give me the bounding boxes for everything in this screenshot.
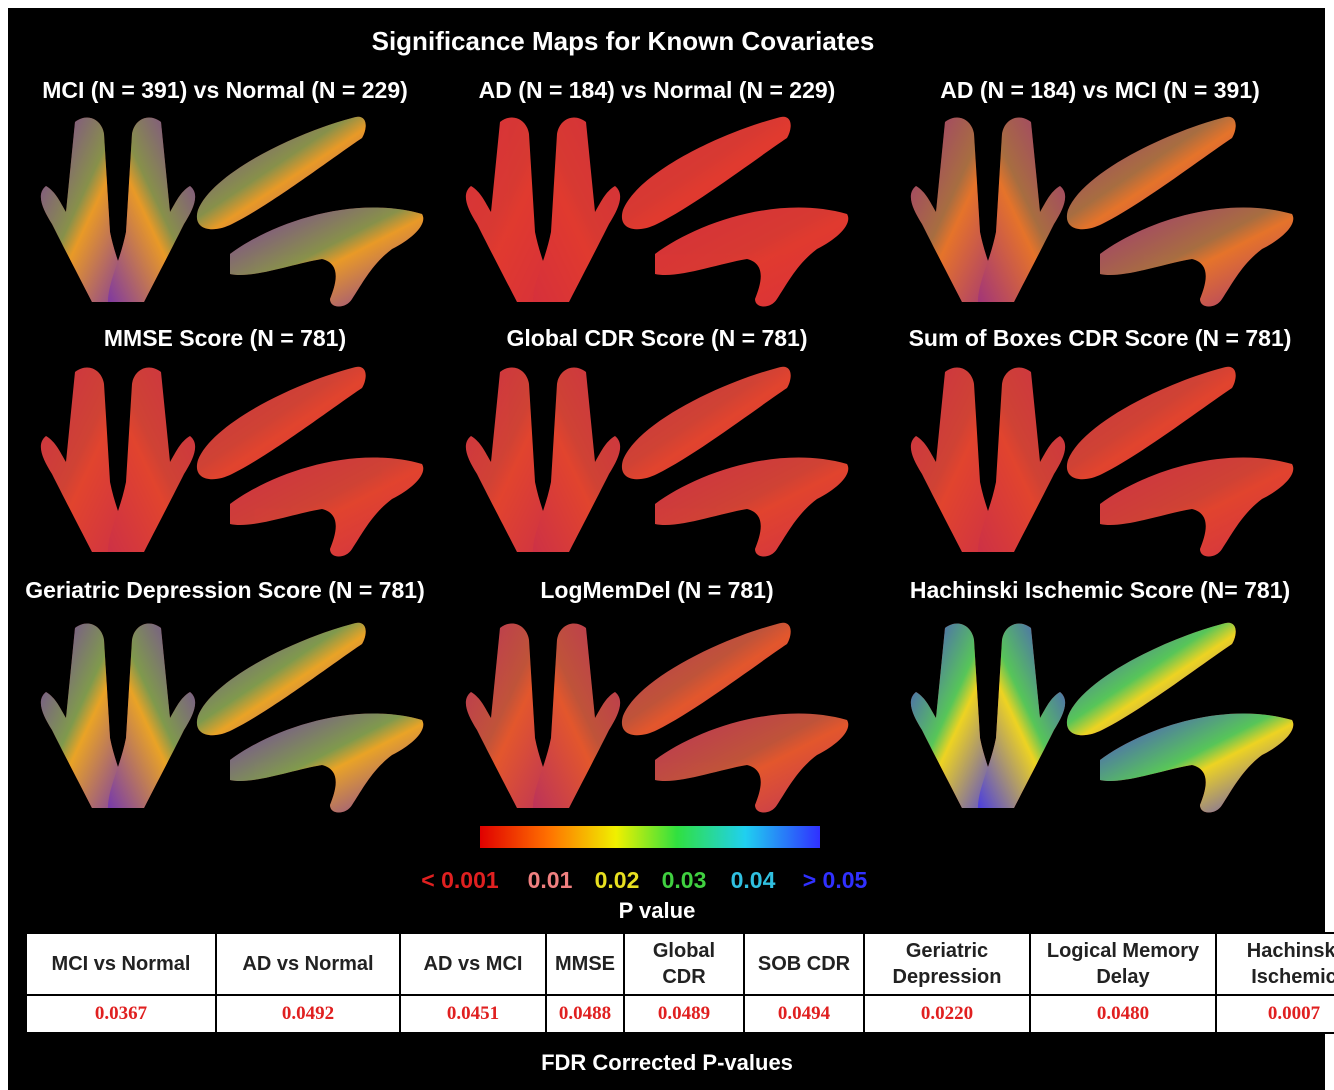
value-cell: 0.0488 [546, 995, 624, 1033]
value-cell: 0.0220 [864, 995, 1030, 1033]
panel-label: Geriatric Depression Score (N = 781) [25, 577, 424, 603]
hippocampus [197, 117, 423, 307]
header-cell: Logical Memory Delay [1030, 933, 1216, 995]
colorbar-label: 0.04 [731, 867, 776, 893]
brain-image [911, 367, 1293, 557]
header-cell: AD vs Normal [216, 933, 400, 995]
ventricle-right [108, 624, 195, 808]
brain-image [466, 367, 848, 557]
panel-label: LogMemDel (N = 781) [540, 577, 773, 603]
brain-image [41, 117, 423, 307]
colorbar [480, 826, 820, 848]
value-cell: 0.0007 [1216, 995, 1334, 1033]
value-cell: 0.0489 [624, 995, 744, 1033]
significance-overlay [466, 623, 848, 813]
value-cell: 0.0451 [400, 995, 546, 1033]
ventricle-right [108, 118, 195, 302]
ventricle-right [533, 118, 620, 302]
panel-label: AD (N = 184) vs MCI (N = 391) [940, 77, 1260, 103]
ventricle-right [108, 368, 195, 552]
hippocampus [1067, 623, 1293, 813]
brain-image [466, 117, 848, 307]
significance-overlay [41, 367, 423, 557]
figure-title: Significance Maps for Known Covariates [372, 26, 875, 56]
header-cell: Geriatric Depression [864, 933, 1030, 995]
footer: FDR Corrected P-values [0, 1050, 1334, 1076]
panel-label: Hachinski Ischemic Score (N= 781) [910, 577, 1290, 603]
header-cell: Global CDR [624, 933, 744, 995]
panel-label: Sum of Boxes CDR Score (N = 781) [909, 325, 1292, 351]
colorbar-label: 0.02 [595, 867, 640, 893]
colorbar-label: 0.01 [528, 867, 573, 893]
colorbar-label: 0.03 [662, 867, 707, 893]
significance-overlay [41, 623, 423, 813]
significance-overlay [911, 623, 1293, 813]
value-cell: 0.0367 [26, 995, 216, 1033]
colorbar-label: < 0.001 [421, 867, 499, 893]
value-cell: 0.0494 [744, 995, 864, 1033]
ventricle-right [533, 624, 620, 808]
hippocampus [622, 117, 848, 307]
header-cell: SOB CDR [744, 933, 864, 995]
significance-overlay [466, 117, 848, 307]
hippocampus [622, 623, 848, 813]
panel-label: AD (N = 184) vs Normal (N = 229) [479, 77, 836, 103]
header-cell: AD vs MCI [400, 933, 546, 995]
header-cell: MCI vs Normal [26, 933, 216, 995]
brain-image [466, 623, 848, 813]
hippocampus [1067, 117, 1293, 307]
brain-image [41, 367, 423, 557]
value-cell: 0.0480 [1030, 995, 1216, 1033]
colorbar-label: > 0.05 [803, 867, 868, 893]
value-cell: 0.0492 [216, 995, 400, 1033]
panel-label: MCI (N = 391) vs Normal (N = 229) [42, 77, 408, 103]
significance-overlay [466, 367, 848, 557]
ventricle-right [978, 624, 1065, 808]
significance-overlay [911, 367, 1293, 557]
hippocampus [197, 367, 423, 557]
ventricle-right [533, 368, 620, 552]
significance-overlay [911, 117, 1293, 307]
brain-image [41, 623, 423, 813]
panel-label: MMSE Score (N = 781) [104, 325, 346, 351]
hippocampus [622, 367, 848, 557]
panel-label: Global CDR Score (N = 781) [507, 325, 808, 351]
ventricle-right [978, 368, 1065, 552]
page: Significance Maps for Known Covariates P… [0, 0, 1334, 1090]
hippocampus [1067, 367, 1293, 557]
brain-image [911, 623, 1293, 813]
header-cell: Hachinski Ischemic [1216, 933, 1334, 995]
header-cell: MMSE [546, 933, 624, 995]
hippocampus [197, 623, 423, 813]
colorbar-title: P value [619, 898, 696, 923]
brain-image [911, 117, 1293, 307]
figure: Significance Maps for Known Covariates P… [0, 0, 1334, 930]
ventricle-right [978, 118, 1065, 302]
significance-overlay [41, 117, 423, 307]
